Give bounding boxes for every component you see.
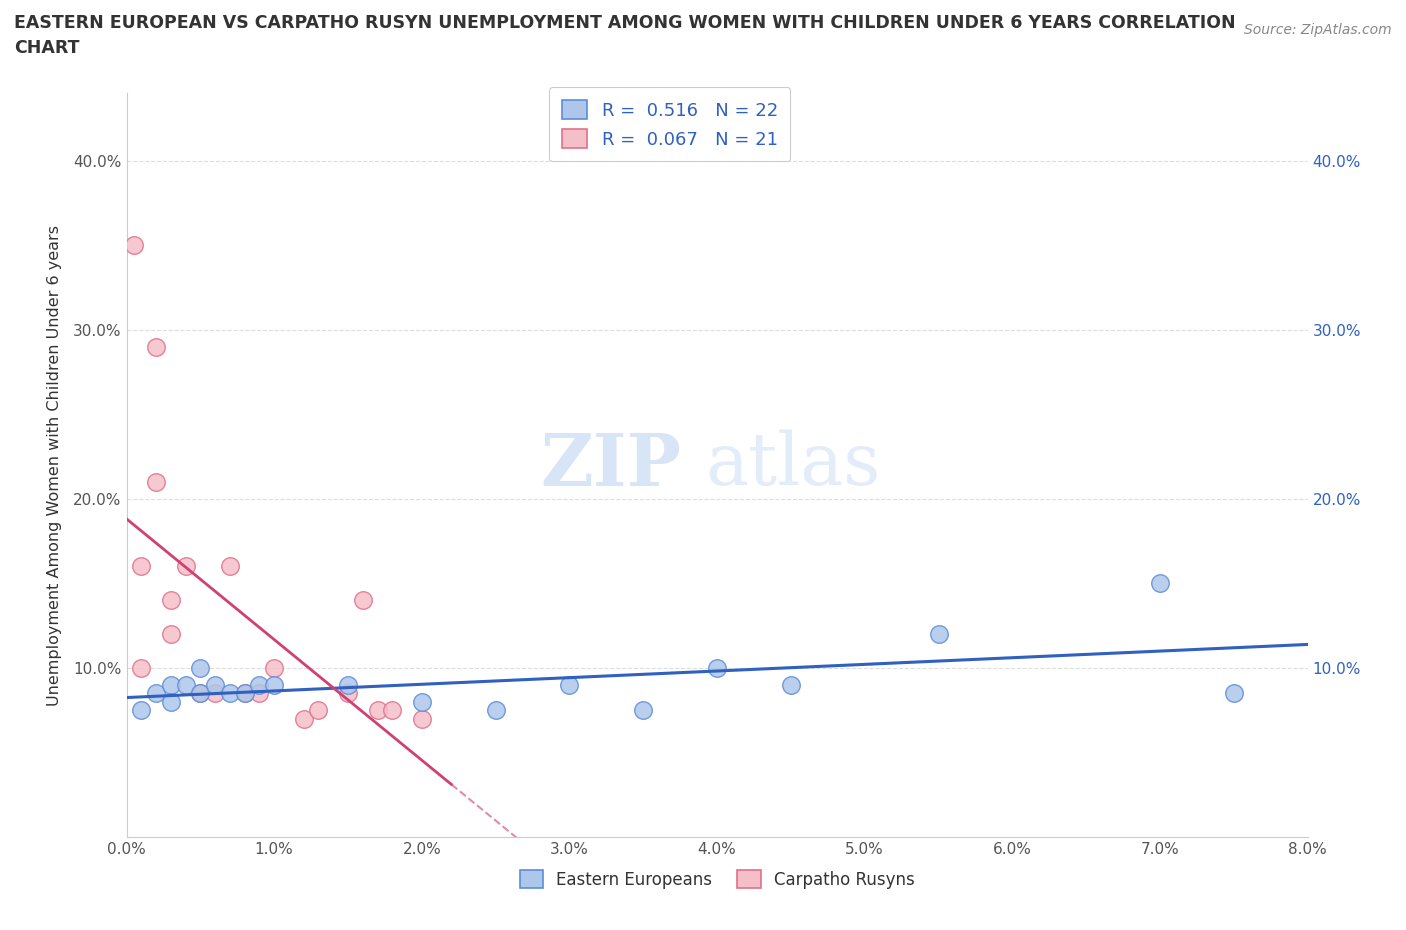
- Point: [129, 703, 153, 718]
- Point: [204, 677, 226, 692]
- Point: [145, 339, 167, 354]
- Point: [411, 695, 433, 710]
- Text: EASTERN EUROPEAN VS CARPATHO RUSYN UNEMPLOYMENT AMONG WOMEN WITH CHILDREN UNDER : EASTERN EUROPEAN VS CARPATHO RUSYN UNEMP…: [14, 14, 1236, 32]
- Point: [633, 703, 655, 718]
- Point: [928, 627, 950, 642]
- Point: [249, 677, 271, 692]
- Y-axis label: Unemployment Among Women with Children Under 6 years: Unemployment Among Women with Children U…: [46, 224, 62, 706]
- Point: [1149, 576, 1171, 591]
- Point: [367, 703, 389, 718]
- Point: [219, 559, 242, 574]
- Point: [122, 238, 145, 253]
- Point: [129, 559, 153, 574]
- Point: [233, 685, 256, 700]
- Point: [337, 685, 360, 700]
- Legend: Eastern Europeans, Carpatho Rusyns: Eastern Europeans, Carpatho Rusyns: [513, 864, 921, 896]
- Point: [219, 685, 242, 700]
- Point: [706, 660, 728, 675]
- Point: [188, 685, 212, 700]
- Point: [188, 685, 212, 700]
- Point: [1223, 685, 1246, 700]
- Point: [263, 660, 285, 675]
- Point: [145, 685, 167, 700]
- Point: [779, 677, 801, 692]
- Point: [292, 711, 315, 726]
- Text: atlas: atlas: [706, 430, 880, 500]
- Point: [160, 695, 183, 710]
- Point: [160, 627, 183, 642]
- Text: ZIP: ZIP: [541, 430, 682, 500]
- Text: CHART: CHART: [14, 39, 80, 57]
- Point: [174, 559, 197, 574]
- Text: Source: ZipAtlas.com: Source: ZipAtlas.com: [1244, 23, 1392, 37]
- Point: [249, 685, 271, 700]
- Point: [484, 703, 508, 718]
- Point: [307, 703, 329, 718]
- Point: [263, 677, 285, 692]
- Point: [352, 592, 374, 607]
- Point: [204, 685, 226, 700]
- Point: [381, 703, 404, 718]
- Point: [233, 685, 256, 700]
- Point: [160, 592, 183, 607]
- Point: [129, 660, 153, 675]
- Point: [558, 677, 581, 692]
- Point: [145, 474, 167, 489]
- Point: [174, 677, 197, 692]
- Point: [188, 660, 212, 675]
- Point: [160, 677, 183, 692]
- Point: [337, 677, 360, 692]
- Point: [411, 711, 433, 726]
